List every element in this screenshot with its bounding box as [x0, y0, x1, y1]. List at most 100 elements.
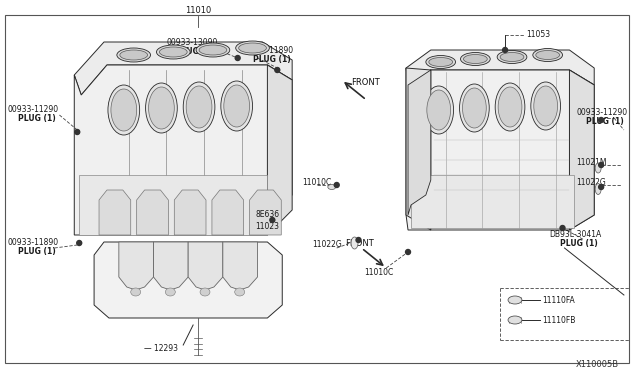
Ellipse shape: [508, 316, 522, 324]
Circle shape: [598, 118, 604, 122]
Polygon shape: [188, 242, 223, 290]
Ellipse shape: [463, 55, 487, 64]
Text: X110005B: X110005B: [576, 360, 619, 369]
Ellipse shape: [595, 163, 601, 173]
Text: 8E636: 8E636: [255, 210, 280, 219]
Ellipse shape: [460, 84, 489, 132]
Circle shape: [598, 163, 604, 167]
Ellipse shape: [508, 296, 522, 304]
Ellipse shape: [351, 237, 358, 249]
Text: 11022G: 11022G: [312, 240, 342, 249]
Text: DB93L-3041A: DB93L-3041A: [550, 230, 602, 239]
Ellipse shape: [186, 86, 212, 128]
Ellipse shape: [463, 88, 486, 128]
Text: 11021M: 11021M: [577, 158, 607, 167]
Ellipse shape: [131, 288, 141, 296]
Circle shape: [502, 48, 508, 52]
Ellipse shape: [534, 86, 557, 126]
Circle shape: [275, 67, 280, 73]
Text: 11010: 11010: [185, 6, 211, 15]
Text: — 12293: — 12293: [143, 344, 178, 353]
Ellipse shape: [235, 288, 244, 296]
Ellipse shape: [196, 43, 230, 57]
Ellipse shape: [424, 86, 454, 134]
Text: 11110FB: 11110FB: [541, 316, 575, 325]
Ellipse shape: [117, 48, 150, 62]
Ellipse shape: [239, 43, 266, 53]
Ellipse shape: [200, 288, 210, 296]
Ellipse shape: [224, 85, 250, 127]
Text: 00933-11890: 00933-11890: [243, 46, 294, 55]
Ellipse shape: [426, 55, 456, 68]
Ellipse shape: [531, 82, 561, 130]
Circle shape: [236, 55, 240, 61]
Polygon shape: [406, 68, 431, 230]
Circle shape: [270, 218, 275, 222]
Polygon shape: [74, 42, 292, 95]
Text: PLUG (1): PLUG (1): [559, 239, 597, 248]
Polygon shape: [250, 190, 281, 235]
Text: PLUG (1): PLUG (1): [18, 114, 56, 123]
Polygon shape: [223, 242, 257, 290]
Polygon shape: [137, 190, 168, 235]
Circle shape: [406, 250, 410, 254]
Polygon shape: [406, 68, 594, 230]
Ellipse shape: [500, 52, 524, 61]
Polygon shape: [411, 175, 575, 228]
Ellipse shape: [498, 87, 522, 127]
Ellipse shape: [595, 183, 601, 195]
Ellipse shape: [427, 90, 451, 130]
Ellipse shape: [533, 48, 563, 61]
Polygon shape: [79, 175, 268, 235]
Ellipse shape: [236, 41, 269, 55]
Text: 11010C: 11010C: [302, 178, 332, 187]
Polygon shape: [408, 70, 431, 215]
Polygon shape: [212, 190, 244, 235]
Ellipse shape: [148, 87, 174, 129]
Text: FRONT: FRONT: [351, 78, 380, 87]
Text: 11010C: 11010C: [364, 268, 394, 277]
Polygon shape: [406, 50, 594, 85]
Ellipse shape: [461, 52, 490, 65]
Polygon shape: [154, 242, 188, 290]
Polygon shape: [570, 70, 594, 230]
Circle shape: [598, 185, 604, 189]
Polygon shape: [99, 190, 131, 235]
Ellipse shape: [221, 81, 253, 131]
Text: 11110FA: 11110FA: [541, 296, 575, 305]
Text: 00933-11290: 00933-11290: [8, 105, 59, 114]
Ellipse shape: [159, 47, 187, 57]
Text: 00933-11890: 00933-11890: [8, 238, 59, 247]
Ellipse shape: [145, 83, 177, 133]
Circle shape: [334, 183, 339, 187]
Ellipse shape: [120, 50, 148, 60]
Ellipse shape: [536, 51, 559, 60]
Text: 11023: 11023: [255, 222, 280, 231]
Text: PLUG (1): PLUG (1): [253, 55, 291, 64]
Polygon shape: [119, 242, 154, 290]
Circle shape: [77, 241, 82, 246]
Text: PLUG (1): PLUG (1): [176, 47, 214, 56]
Ellipse shape: [156, 45, 190, 59]
Circle shape: [560, 225, 565, 231]
Polygon shape: [268, 65, 292, 235]
Ellipse shape: [429, 58, 452, 67]
Polygon shape: [74, 65, 292, 235]
Text: 11022G: 11022G: [577, 178, 606, 187]
Text: 00933-11290: 00933-11290: [577, 108, 627, 117]
Ellipse shape: [328, 185, 336, 189]
Ellipse shape: [111, 89, 137, 131]
Text: FRONT: FRONT: [345, 239, 373, 248]
Ellipse shape: [497, 51, 527, 64]
Ellipse shape: [183, 82, 215, 132]
Text: PLUG (1): PLUG (1): [18, 247, 56, 256]
Circle shape: [75, 129, 80, 135]
Polygon shape: [94, 242, 282, 318]
Ellipse shape: [495, 83, 525, 131]
Text: PLUG (1): PLUG (1): [586, 117, 624, 126]
Polygon shape: [174, 190, 206, 235]
Text: 00933-13090: 00933-13090: [166, 38, 218, 47]
Ellipse shape: [165, 288, 175, 296]
Circle shape: [356, 237, 361, 243]
Text: 11053: 11053: [526, 30, 550, 39]
